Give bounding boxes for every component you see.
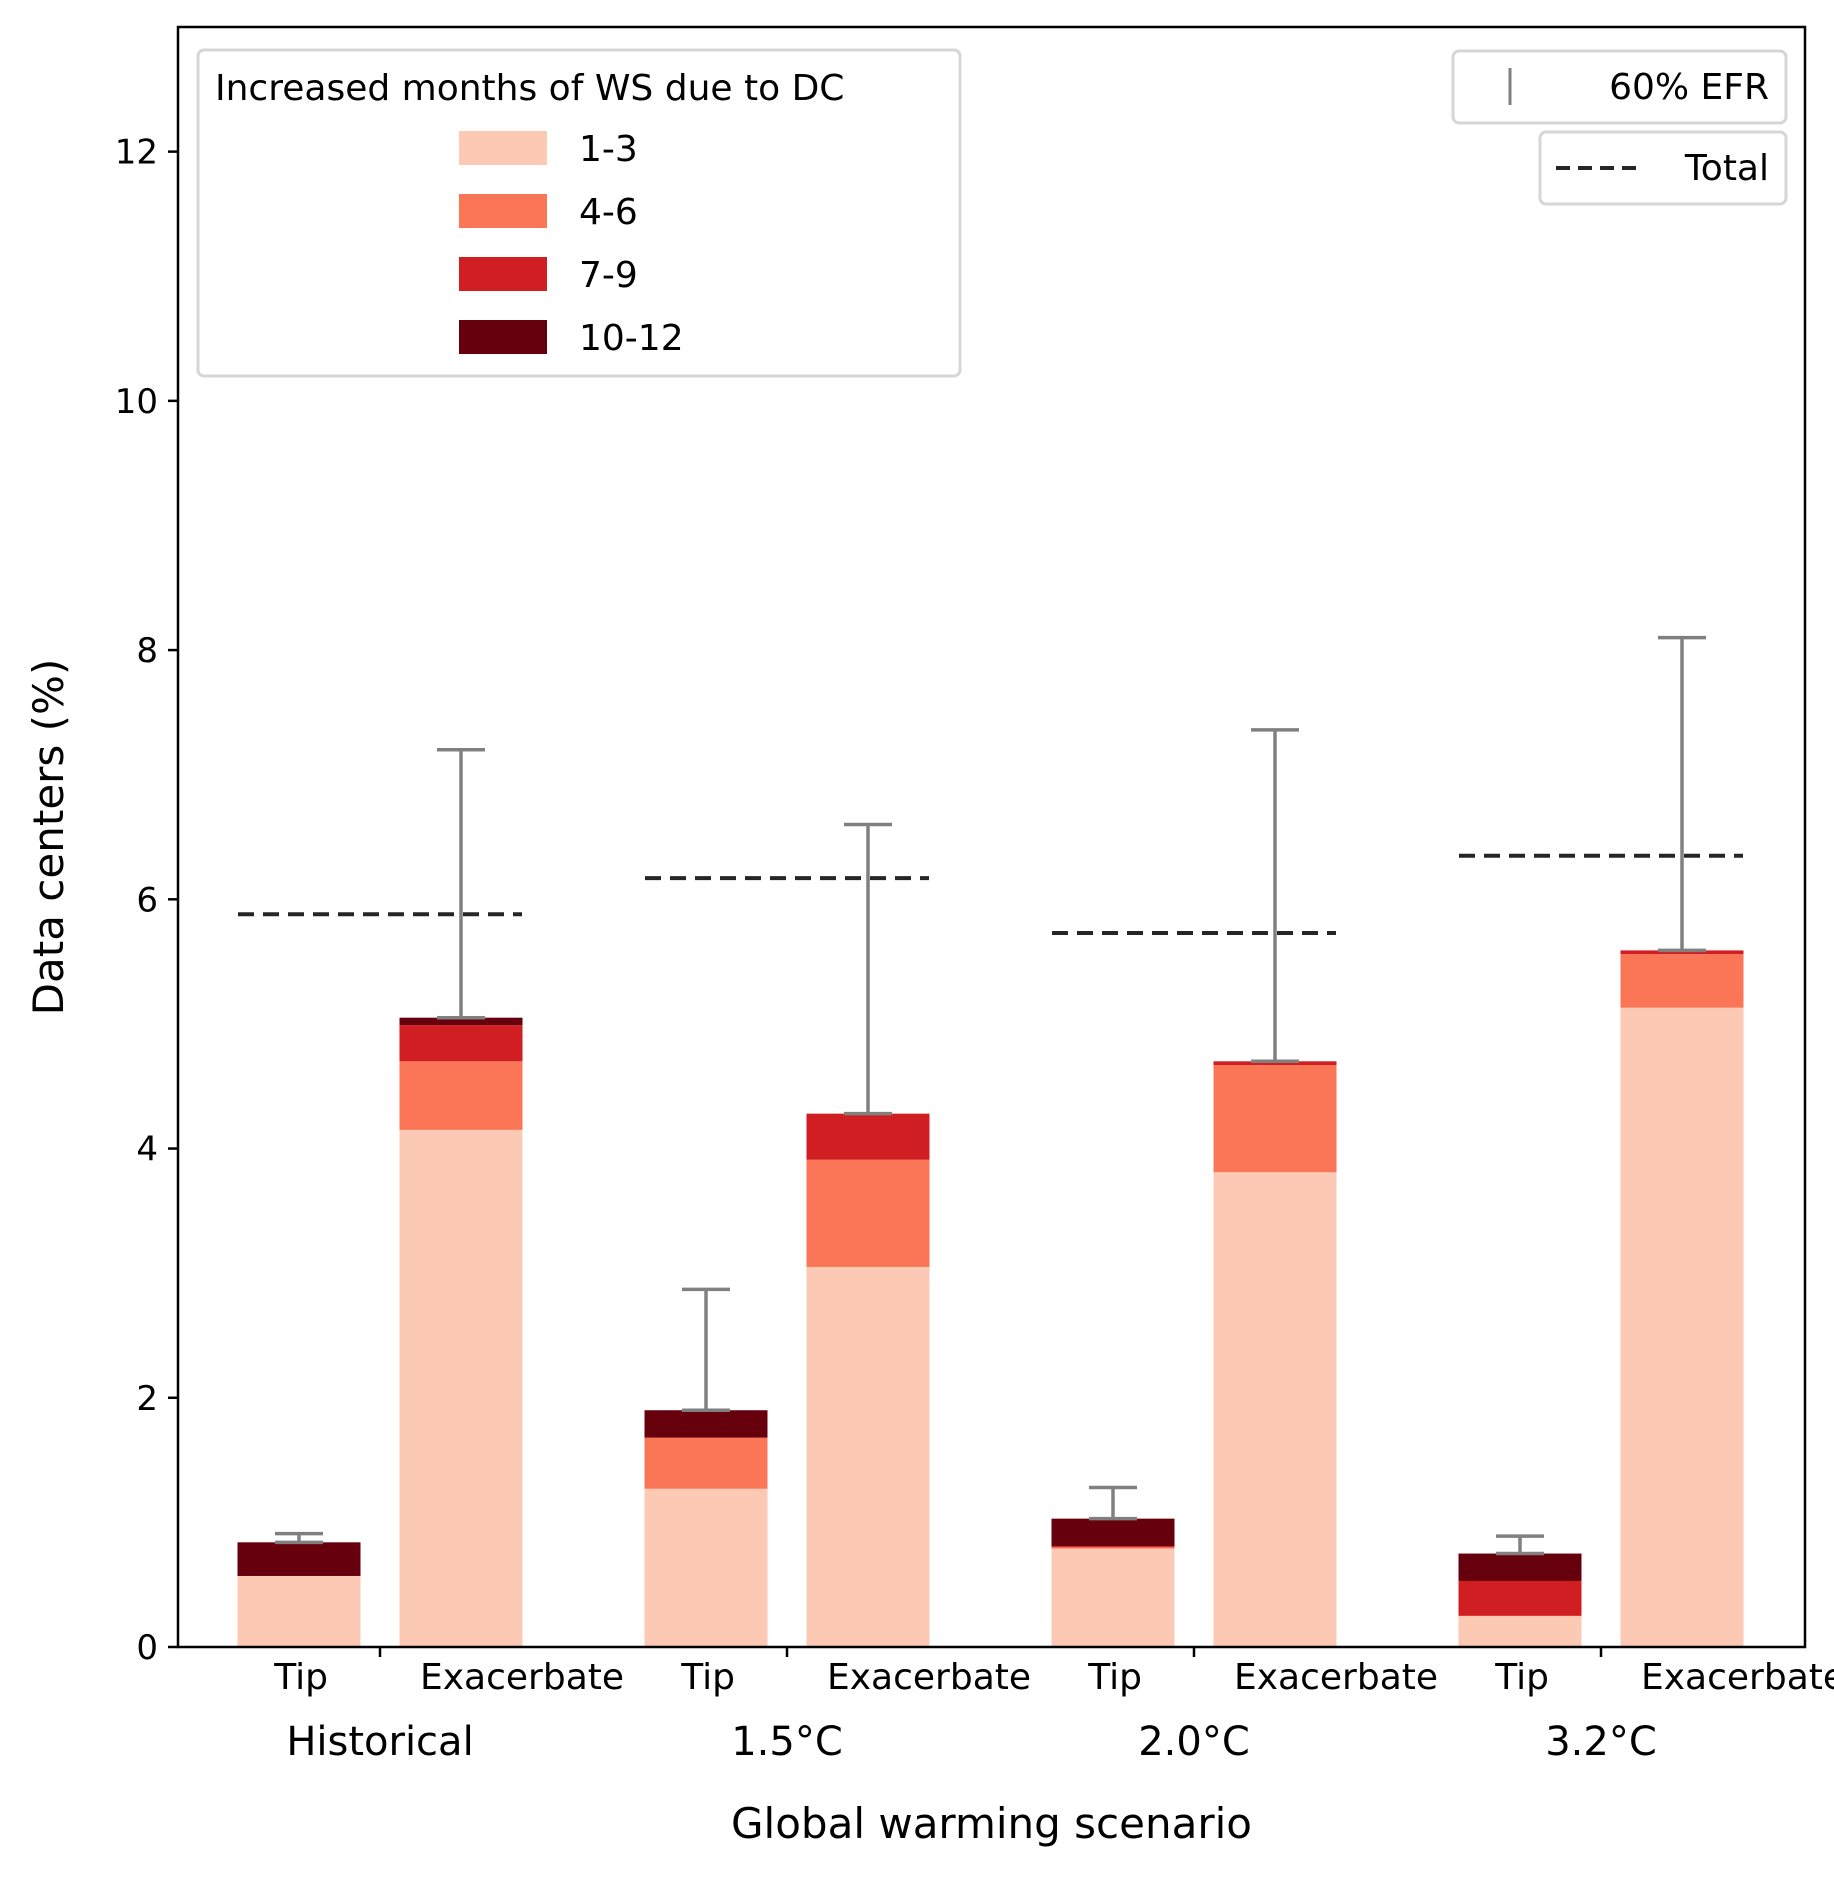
bar-segment-10-12 xyxy=(399,1017,523,1026)
legend-label-1-3: 1-3 xyxy=(579,129,638,170)
legend-efr: 60% EFR xyxy=(1451,49,1788,125)
group-label: 3.2°C xyxy=(1545,1719,1657,1765)
bar-kind-label: Exacerbate xyxy=(1234,1657,1438,1698)
y-tick-label: 6 xyxy=(136,880,158,920)
y-tick-label: 12 xyxy=(115,133,158,173)
legend-total: Total xyxy=(1538,130,1788,206)
bar-segment-7-9 xyxy=(1213,1061,1337,1066)
bar-segment-1-3 xyxy=(1620,1007,1744,1647)
legend-label-10-12: 10-12 xyxy=(579,318,684,359)
efr-error-bars xyxy=(275,635,1706,1556)
bar-segment-1-3 xyxy=(1051,1548,1175,1647)
legend-swatch-10-12 xyxy=(459,320,547,354)
legend-swatch-4-6 xyxy=(459,194,547,228)
bar-segment-4-6 xyxy=(1051,1547,1175,1549)
bar-segment-10-12 xyxy=(644,1410,768,1438)
bar-segment-10-12 xyxy=(237,1542,361,1576)
bar-segment-1-3 xyxy=(1213,1172,1337,1647)
legend-months-frame xyxy=(196,48,962,378)
legend-swatch-1-3 xyxy=(459,131,547,165)
bar-segment-7-9 xyxy=(399,1025,523,1062)
bar-kind-label: Tip xyxy=(1494,1657,1549,1698)
legend-months: Increased months of WS due to DC 1-3 4-6 7… xyxy=(196,48,962,378)
bar-segment-4-6 xyxy=(806,1159,930,1267)
bar-segment-7-9 xyxy=(1620,950,1744,955)
bar-segment-4-6 xyxy=(644,1437,768,1489)
x-axis: Tip Exacerbate Historical Tip Exacerbate 1.5°… xyxy=(273,1647,1834,1765)
total-lines xyxy=(238,853,1743,935)
y-tick-label: 2 xyxy=(136,1379,158,1419)
bar-segment-4-6 xyxy=(1620,954,1744,1008)
bar-segment-7-9 xyxy=(1051,1546,1175,1548)
y-tick-label: 4 xyxy=(136,1130,158,1170)
legend-efr-label: 60% EFR xyxy=(1609,67,1769,108)
bar-segment-7-9 xyxy=(806,1113,930,1160)
bar-segment-4-6 xyxy=(1213,1065,1337,1173)
legend-total-label: Total xyxy=(1684,148,1769,189)
bar-segment-1-3 xyxy=(806,1266,930,1647)
plot-frame xyxy=(176,25,1807,1649)
bar-segment-1-3 xyxy=(1458,1615,1582,1647)
bar-segment-10-12 xyxy=(1051,1518,1175,1547)
bar-kind-label: Exacerbate xyxy=(827,1657,1031,1698)
bar-kind-label: Tip xyxy=(680,1657,735,1698)
bar-segment-7-9 xyxy=(1458,1580,1582,1616)
bar-kind-label: Tip xyxy=(1087,1657,1142,1698)
y-tick-label: 0 xyxy=(136,1628,158,1668)
legend-label-4-6: 4-6 xyxy=(579,192,638,233)
legend-items: 1-3 4-6 7-9 10-12 xyxy=(459,129,684,359)
y-tick-label: 10 xyxy=(115,382,158,422)
legend-label-7-9: 7-9 xyxy=(579,255,638,296)
x-axis-title: Global warming scenario xyxy=(731,1799,1252,1848)
group-label: 2.0°C xyxy=(1138,1719,1250,1765)
bar-segment-1-3 xyxy=(644,1488,768,1647)
legend-swatch-7-9 xyxy=(459,257,547,291)
group-label: 1.5°C xyxy=(731,1719,843,1765)
bar-segment-1-3 xyxy=(399,1129,523,1647)
bar-kind-label: Tip xyxy=(273,1657,328,1698)
legend-title: Increased months of WS due to DC xyxy=(215,68,844,109)
y-axis-title: Data centers (%) xyxy=(24,659,73,1016)
y-tick-label: 8 xyxy=(136,631,158,671)
bar-kind-label: Exacerbate xyxy=(1641,1657,1834,1698)
bar-segment-10-12 xyxy=(1458,1553,1582,1581)
bar-segment-4-6 xyxy=(399,1061,523,1130)
bar-segment-1-3 xyxy=(237,1575,361,1647)
bar-kind-label: Exacerbate xyxy=(420,1657,624,1698)
legend-total-frame xyxy=(1538,130,1788,206)
y-axis: 0 2 4 6 8 10 12 xyxy=(115,133,178,1668)
legend-efr-frame xyxy=(1451,49,1788,125)
group-label: Historical xyxy=(286,1719,473,1765)
bars-layer xyxy=(237,950,1744,1647)
